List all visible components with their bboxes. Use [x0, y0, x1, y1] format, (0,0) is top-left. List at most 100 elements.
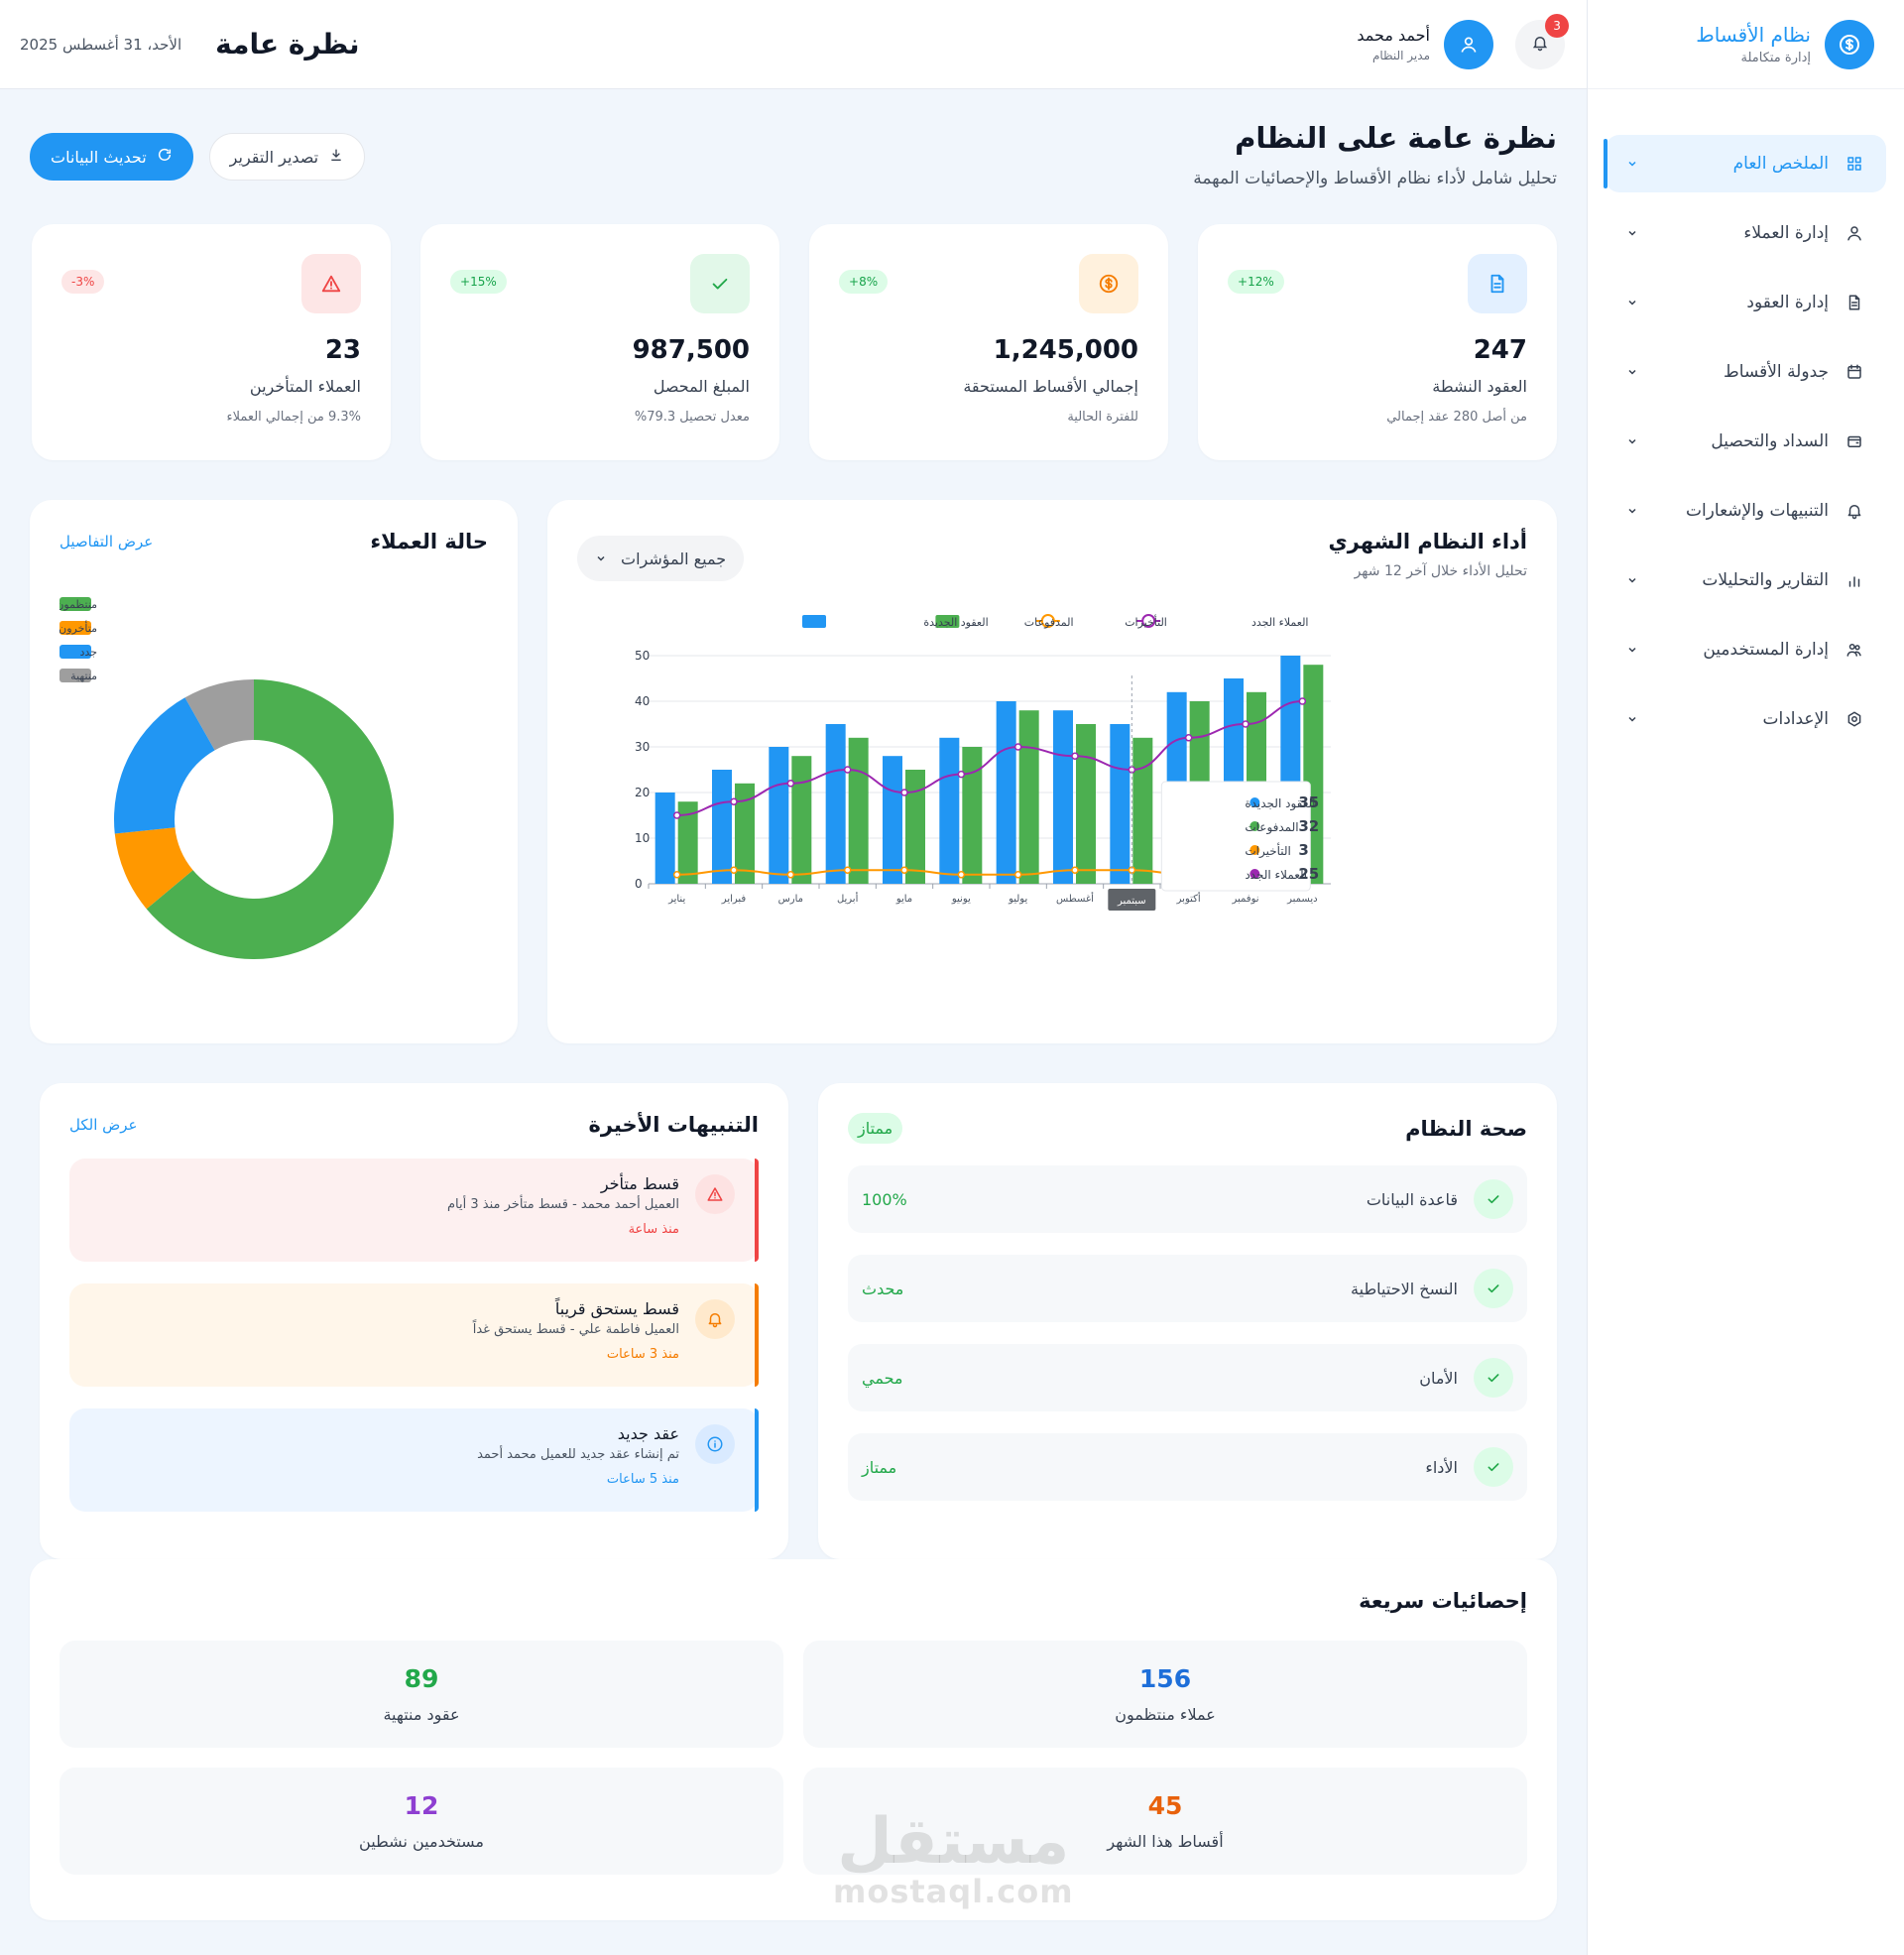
- chevron-down-icon[interactable]: [1625, 504, 1639, 518]
- chevron-down-icon[interactable]: [1625, 643, 1639, 657]
- sidebar: نظام الأقساط إدارة متكاملة الملخص العام …: [1587, 0, 1904, 1955]
- sidebar-item-1[interactable]: إدارة العملاء: [1606, 204, 1886, 262]
- chevron-down-icon[interactable]: [1625, 434, 1639, 448]
- sidebar-item-label: التقارير والتحليلات: [1702, 570, 1829, 590]
- health-label: النسخ الاحتياطية: [1351, 1279, 1458, 1298]
- stat-card: 12%+ 247 العقود النشطة من أصل 280 عقد إج…: [1198, 224, 1557, 460]
- sidebar-item-7[interactable]: إدارة المستخدمين: [1606, 621, 1886, 678]
- bar-0-8: [1110, 724, 1130, 884]
- bar-0-4: [883, 756, 902, 884]
- chevron-down-icon[interactable]: [1625, 157, 1639, 171]
- stat-value: 1,245,000: [993, 335, 1138, 365]
- health-label: الأمان: [1419, 1368, 1458, 1388]
- chevron-down-icon[interactable]: [1625, 296, 1639, 309]
- chevron-down-icon[interactable]: [1625, 573, 1639, 587]
- chart-legend: العملاء الجدد التأخيرات المدفوعات العقود ال…: [802, 614, 1309, 629]
- x-tick-label: أبريل: [837, 892, 859, 905]
- legend-label: منتهية: [70, 670, 97, 682]
- bar-0-0: [654, 793, 675, 884]
- check-icon: [1474, 1447, 1513, 1487]
- bar-0-1: [712, 770, 732, 884]
- point-3-7: [1071, 752, 1079, 760]
- quick-stat-label: عملاء منتظمون: [1115, 1705, 1216, 1724]
- sidebar-item-label: الإعدادات: [1762, 709, 1829, 729]
- y-tick-label: 30: [635, 740, 650, 754]
- quick-stat-label: أقساط هذا الشهر: [1107, 1832, 1224, 1851]
- brand-title: نظام الأقساط: [1696, 23, 1811, 47]
- header-title: نظرة عامة: [215, 28, 360, 61]
- alert-item[interactable]: قسط يستحق قريباً العميل فاطمة علي - قسط …: [69, 1283, 759, 1387]
- top-header: نظرة عامة الأحد، 31 أغسطس 2025 3 أحمد مح…: [0, 0, 1587, 89]
- sidebar-item-3[interactable]: جدولة الأقساط: [1606, 343, 1886, 401]
- y-tick-label: 50: [635, 649, 650, 663]
- bar-1-5: [962, 747, 983, 884]
- sidebar-item-label: التنبيهات والإشعارات: [1685, 501, 1829, 521]
- quick-stat: 156 عملاء منتظمون: [803, 1641, 1527, 1748]
- indicator-filter-select[interactable]: جميع المؤشرات: [577, 536, 745, 581]
- tooltip-value: 35: [1298, 794, 1319, 811]
- bar-1-7: [1076, 724, 1096, 884]
- document-icon: [1468, 254, 1527, 313]
- chevron-down-icon[interactable]: [1625, 226, 1639, 240]
- y-tick-label: 10: [635, 831, 650, 845]
- health-label: قاعدة البيانات: [1366, 1189, 1458, 1209]
- bell-icon: [1531, 34, 1549, 56]
- tooltip-swatch: [1250, 845, 1260, 855]
- chevron-down-icon[interactable]: [1625, 712, 1639, 726]
- legend-item: التأخيرات: [1035, 614, 1167, 629]
- x-tick-label: يوليو: [1008, 894, 1027, 905]
- point-3-10: [1242, 720, 1250, 728]
- health-row: الأمان محمي: [848, 1344, 1527, 1411]
- brand[interactable]: نظام الأقساط إدارة متكاملة: [1588, 0, 1904, 89]
- legend-label: منتظمون: [60, 598, 97, 611]
- settings-icon: [1844, 709, 1864, 729]
- header-user-group: 3 أحمد محمد مدير النظام: [1357, 13, 1569, 69]
- user-role: مدير النظام: [1371, 49, 1430, 62]
- export-report-button[interactable]: تصدير التقرير: [208, 133, 366, 181]
- user-menu[interactable]: أحمد محمد مدير النظام: [1357, 19, 1493, 69]
- watermark: مستقل mostaql.com: [833, 1805, 1074, 1910]
- sidebar-item-8[interactable]: الإعدادات: [1606, 690, 1886, 748]
- pie-slice-3: [184, 679, 254, 751]
- sidebar-item-2[interactable]: إدارة العقود: [1606, 274, 1886, 331]
- x-tick-label: فبراير: [721, 894, 747, 905]
- sidebar-item-5[interactable]: التنبيهات والإشعارات: [1606, 482, 1886, 540]
- quick-stats-title: إحصائيات سريعة: [1359, 1589, 1527, 1613]
- info-icon: [695, 1424, 735, 1464]
- alert-time: منذ ساعة: [628, 1222, 679, 1237]
- bell-icon: [695, 1299, 735, 1339]
- x-tick-label: نوفمبر: [1231, 894, 1258, 905]
- sidebar-item-6[interactable]: التقارير والتحليلات: [1606, 551, 1886, 609]
- alert-title: قسط يستحق قريباً: [554, 1299, 679, 1318]
- tooltip-value: 3: [1298, 841, 1308, 859]
- alert-item[interactable]: قسط متأخر العميل أحمد محمد - قسط متأخر م…: [69, 1159, 759, 1262]
- quick-stat-label: مستخدمين نشطين: [359, 1832, 484, 1851]
- notifications-button[interactable]: 3: [1515, 13, 1569, 69]
- alert-item[interactable]: عقد جديد تم إنشاء عقد جديد للعميل محمد أ…: [69, 1408, 759, 1512]
- view-all-link[interactable]: عرض الكل: [69, 1116, 138, 1134]
- x-tick-label: ديسمبر: [1286, 894, 1317, 905]
- chevron-down-icon[interactable]: [1625, 365, 1639, 379]
- bar-1-1: [735, 783, 755, 884]
- stat-trend-badge: 3%-: [61, 270, 105, 294]
- alert-title: عقد جديد: [617, 1424, 679, 1443]
- tooltip-label: العملاء الجدد: [1245, 868, 1307, 882]
- point-2-7: [1071, 866, 1079, 874]
- view-details-link[interactable]: عرض التفاصيل: [60, 533, 154, 550]
- performance-subtitle: تحليل الأداء خلال آخر 12 شهر: [1354, 563, 1527, 579]
- alert-time: منذ 3 ساعات: [606, 1347, 679, 1362]
- legend-label: المدفوعات: [1024, 616, 1074, 629]
- bar-1-6: [1018, 710, 1039, 884]
- alert-description: العميل أحمد محمد - قسط متأخر منذ 3 أيام: [446, 1197, 679, 1212]
- legend-label: التأخيرات: [1125, 614, 1167, 629]
- health-value: محدث: [862, 1279, 904, 1298]
- tooltip-swatch: [1250, 797, 1260, 807]
- stat-note: 9.3% من إجمالي العملاء: [226, 410, 361, 425]
- tooltip-swatch: [1250, 869, 1260, 879]
- sidebar-item-0[interactable]: الملخص العام: [1604, 135, 1886, 192]
- sidebar-item-4[interactable]: السداد والتحصيل: [1606, 413, 1886, 470]
- avatar: [1444, 19, 1493, 69]
- wallet-icon: [1844, 431, 1864, 451]
- refresh-data-button[interactable]: تحديث البيانات: [30, 133, 193, 181]
- recent-alerts-title: التنبيهات الأخيرة: [588, 1113, 759, 1137]
